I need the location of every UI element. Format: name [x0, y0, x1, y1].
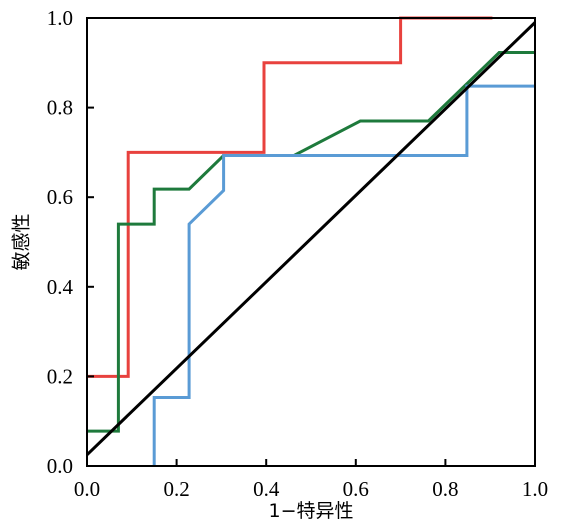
- plot-area-frame: [86, 17, 536, 467]
- x-tick-label: 0.2: [163, 477, 189, 501]
- x-tick-label: 1.0: [522, 477, 548, 501]
- y-tick-label: 0.2: [47, 364, 73, 388]
- series-layer: [85, 16, 537, 466]
- y-tick-label: 1.0: [47, 6, 73, 30]
- y-tick-label: 0.0: [47, 454, 73, 478]
- series-line-2: [87, 51, 535, 433]
- x-axis-label: 1−特异性: [268, 500, 353, 520]
- y-tick-label: 0.4: [47, 275, 74, 299]
- x-tick-label: 0.8: [432, 477, 458, 501]
- x-tick-label: 0.4: [253, 477, 280, 501]
- series-line-4: [85, 21, 537, 456]
- x-tick-label: 0.0: [74, 477, 100, 501]
- series-line-1: [87, 16, 493, 378]
- series-line-3: [152, 84, 535, 466]
- y-tick-label: 0.6: [47, 185, 73, 209]
- y-axis-label: 敏感性: [11, 213, 33, 270]
- ticks-layer: 0.0 0.2 0.4 0.6 0.8 1.0 0.0 0.2 0.4 0.6 0.8 1.0: [47, 6, 548, 501]
- y-tick-label: 0.8: [47, 96, 73, 120]
- x-tick-label: 0.6: [343, 477, 369, 501]
